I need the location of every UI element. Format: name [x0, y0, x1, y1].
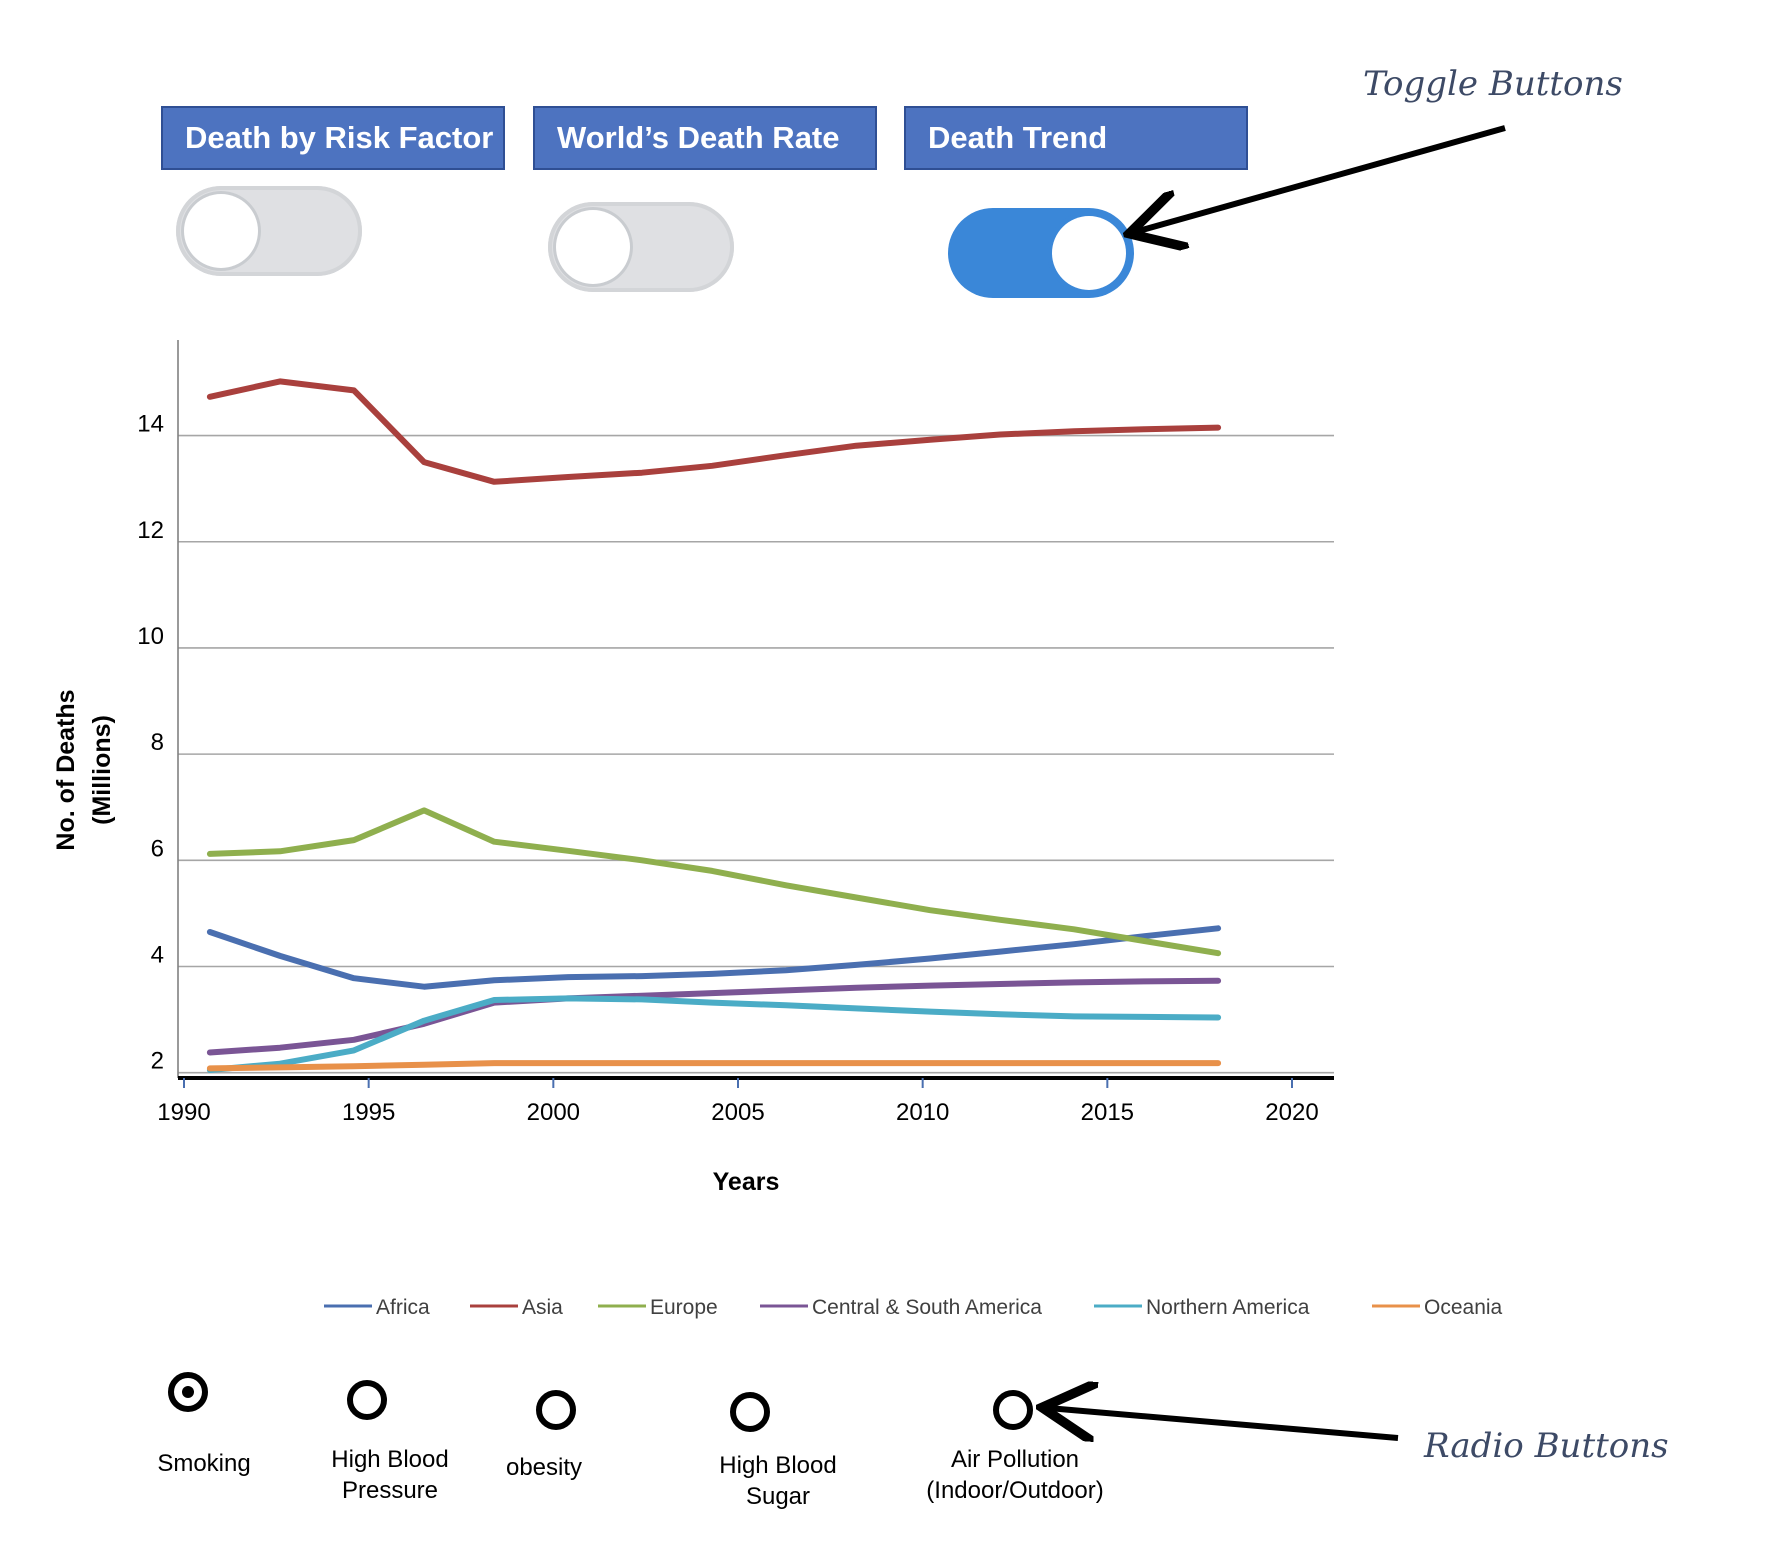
- radio-selected-dot: [182, 1386, 194, 1398]
- radio-buttons-callout: Radio Buttons: [1424, 1426, 1669, 1466]
- radio-high-blood-pressure[interactable]: [347, 1380, 387, 1420]
- x-tick-label: 2010: [896, 1099, 949, 1126]
- radio-label-air-pollution: Air Pollution (Indoor/Outdoor): [926, 1446, 1104, 1504]
- radio-smoking[interactable]: [168, 1372, 208, 1412]
- legend-label: Asia: [522, 1296, 563, 1319]
- x-tick-label: 2000: [527, 1099, 580, 1126]
- radio-label-obesity: obesity: [505, 1454, 583, 1481]
- legend-label: Europe: [650, 1296, 718, 1319]
- x-tick-label: 1995: [342, 1099, 395, 1126]
- toggle-knob: [556, 210, 630, 284]
- tab-worlds-death-rate[interactable]: World’s Death Rate: [533, 106, 877, 170]
- y-axis-title-line: (Millions): [88, 715, 116, 825]
- x-tick-label: 2015: [1081, 1099, 1134, 1126]
- series-line-europe: [206, 807, 1222, 957]
- y-tick-label: 14: [137, 411, 164, 438]
- legend-label: Africa: [376, 1296, 430, 1319]
- legend-label: Northern America: [1146, 1296, 1310, 1319]
- series-line-oceania: [206, 1060, 1222, 1072]
- radio-high-blood-sugar[interactable]: [730, 1392, 770, 1432]
- tab-death-by-risk-factor[interactable]: Death by Risk Factor: [161, 106, 505, 170]
- x-tick-label: 2005: [711, 1099, 764, 1126]
- series-line-asia: [206, 378, 1222, 485]
- radio-air-pollution[interactable]: [993, 1390, 1033, 1430]
- y-axis-title: No. of Deaths (Millions): [52, 689, 116, 850]
- y-tick-label: 2: [151, 1048, 164, 1075]
- toggle-knob: [184, 194, 258, 268]
- toggle-worlds-death-rate[interactable]: [548, 202, 734, 292]
- series-line-northern-america: [206, 995, 1222, 1073]
- toggle-knob: [1052, 216, 1126, 290]
- y-tick-label: 4: [151, 942, 164, 969]
- x-tick-label: 2020: [1265, 1099, 1318, 1126]
- toggle-death-trend[interactable]: [948, 208, 1134, 298]
- series-line-africa: [206, 925, 1222, 990]
- y-tick-label: 12: [137, 517, 164, 544]
- radio-label-high-blood-pressure: High Blood Pressure: [331, 1446, 449, 1504]
- y-tick-label: 10: [137, 623, 164, 650]
- x-tick-label: 1990: [157, 1099, 210, 1126]
- radio-label-high-blood-sugar: High Blood Sugar: [719, 1452, 837, 1510]
- toggle-buttons-callout: Toggle Buttons: [1363, 64, 1623, 104]
- y-tick-label: 8: [151, 729, 164, 756]
- y-tick-label: 6: [151, 835, 164, 862]
- x-axis-title: Years: [713, 1168, 780, 1196]
- series-line-central-south-america: [206, 977, 1222, 1056]
- radio-obesity[interactable]: [536, 1390, 576, 1430]
- legend-label: Oceania: [1424, 1296, 1503, 1319]
- legend-label: Central & South America: [812, 1296, 1042, 1319]
- y-axis-title-line: No. of Deaths: [52, 689, 80, 850]
- toggle-death-by-risk-factor[interactable]: [176, 186, 362, 276]
- radio-label-smoking: Smoking: [157, 1450, 251, 1477]
